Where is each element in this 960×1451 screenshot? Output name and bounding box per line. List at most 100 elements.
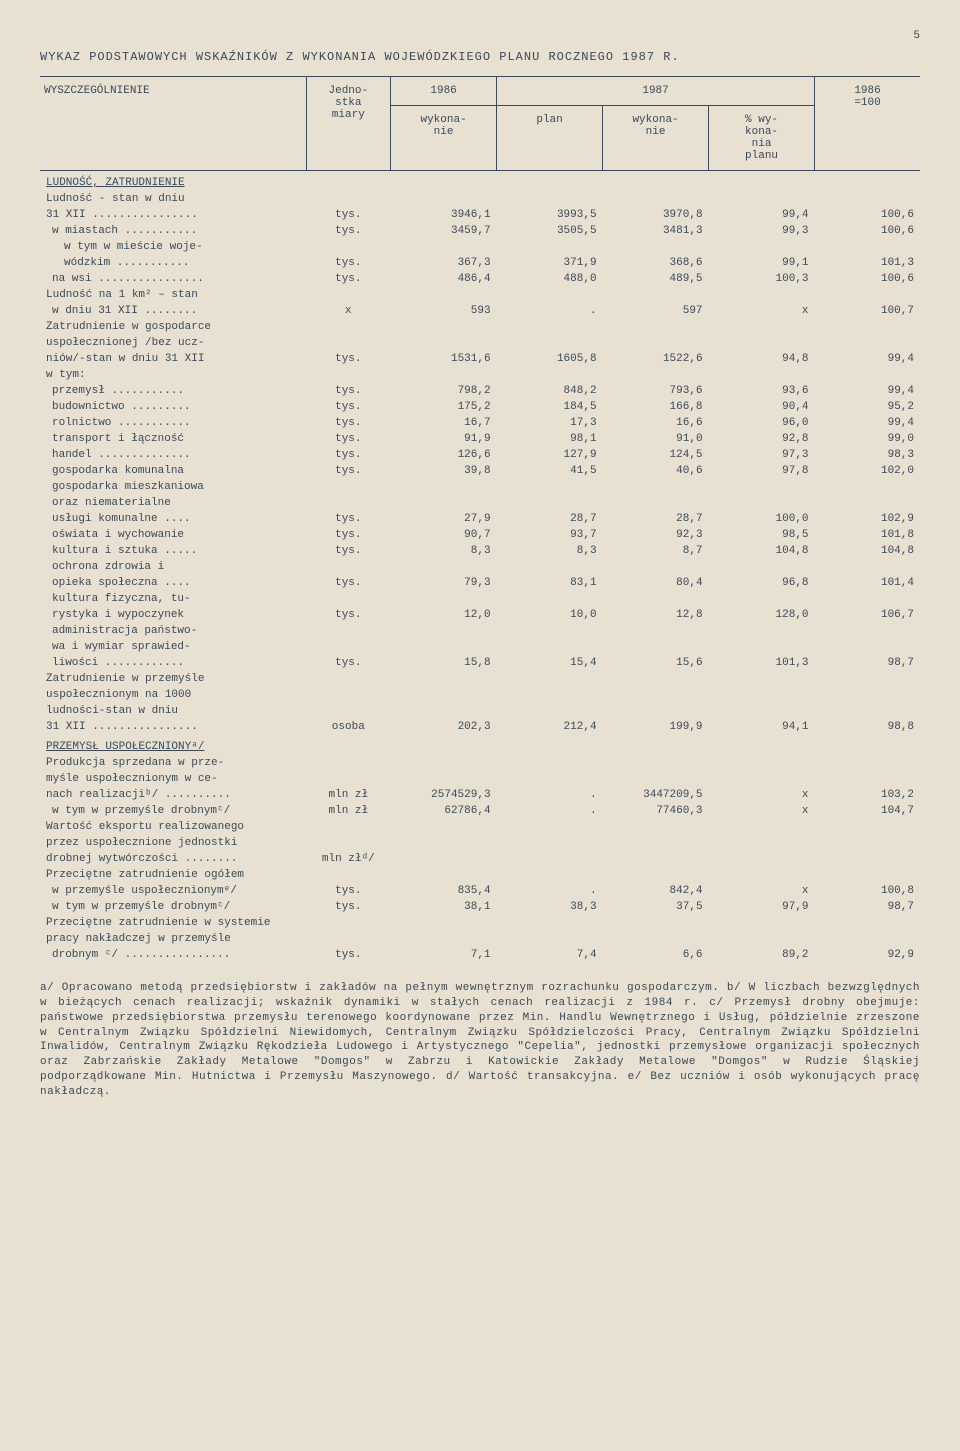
row-value: 175,2 [391, 399, 497, 415]
row-value [603, 559, 709, 575]
row-value [815, 623, 920, 639]
row-value [709, 755, 815, 771]
row-unit: tys. [306, 511, 391, 527]
col-wykonanie2: wykona- nie [603, 106, 709, 171]
row-unit: tys. [306, 543, 391, 559]
row-value: 91,0 [603, 431, 709, 447]
row-value: 593 [391, 303, 497, 319]
col-jednostka: Jedno- stka miary [306, 77, 391, 171]
row-value [815, 335, 920, 351]
row-value [603, 771, 709, 787]
row-value [497, 479, 603, 495]
row-value: 99,4 [815, 415, 920, 431]
row-unit [306, 915, 391, 931]
row-label: Przeciętne zatrudnienie ogółem [40, 867, 306, 883]
table-row: niów/-stan w dniu 31 XIItys.1531,61605,8… [40, 351, 920, 367]
row-value [815, 867, 920, 883]
row-value [391, 771, 497, 787]
row-value: 104,8 [709, 543, 815, 559]
table-row: drobnej wytwórczości ........mln złᵈ/ [40, 851, 920, 867]
row-value: 1522,6 [603, 351, 709, 367]
row-value: 16,6 [603, 415, 709, 431]
row-value [709, 367, 815, 383]
row-unit: tys. [306, 607, 391, 623]
row-value: 124,5 [603, 447, 709, 463]
row-label: w miastach ........... [40, 223, 306, 239]
row-label: ochrona zdrowia i [40, 559, 306, 575]
row-value [709, 687, 815, 703]
row-value [391, 867, 497, 883]
table-row: Ludność na 1 km² – stan [40, 287, 920, 303]
row-value [497, 287, 603, 303]
row-value: 93,7 [497, 527, 603, 543]
row-value: 128,0 [709, 607, 815, 623]
row-unit: tys. [306, 207, 391, 223]
row-label: liwości ............ [40, 655, 306, 671]
row-label: wa i wymiar sprawied- [40, 639, 306, 655]
row-value [391, 687, 497, 703]
table-row: liwości ............tys.15,815,415,6101,… [40, 655, 920, 671]
table-row: ochrona zdrowia i [40, 559, 920, 575]
table-row: Zatrudnienie w przemyśle [40, 671, 920, 687]
row-value: 98,1 [497, 431, 603, 447]
row-value [497, 591, 603, 607]
row-unit [306, 479, 391, 495]
row-label: uspołecznionym na 1000 [40, 687, 306, 703]
row-value: 94,1 [709, 719, 815, 735]
row-value: 202,3 [391, 719, 497, 735]
row-value: 15,4 [497, 655, 603, 671]
row-value [709, 819, 815, 835]
row-unit: tys. [306, 463, 391, 479]
row-value: 12,0 [391, 607, 497, 623]
row-unit [306, 771, 391, 787]
row-value: 83,1 [497, 575, 603, 591]
row-value [497, 367, 603, 383]
row-unit: tys. [306, 383, 391, 399]
row-value [391, 819, 497, 835]
table-row: ludności-stan w dniu [40, 703, 920, 719]
row-label: w tym w mieście woje- [40, 239, 306, 255]
row-value: 97,8 [709, 463, 815, 479]
row-unit: tys. [306, 431, 391, 447]
row-unit [306, 671, 391, 687]
row-value: 37,5 [603, 899, 709, 915]
row-unit: mln zł [306, 787, 391, 803]
row-value: 100,6 [815, 271, 920, 287]
row-label: drobnej wytwórczości ........ [40, 851, 306, 867]
row-value [603, 335, 709, 351]
row-value: 38,1 [391, 899, 497, 915]
table-row: opieka społeczna ....tys.79,383,180,496,… [40, 575, 920, 591]
row-value [391, 639, 497, 655]
table-row: uspołecznionym na 1000 [40, 687, 920, 703]
row-value [497, 319, 603, 335]
row-value: 41,5 [497, 463, 603, 479]
row-value [815, 495, 920, 511]
row-value: 835,4 [391, 883, 497, 899]
row-value [815, 703, 920, 719]
table-row: handel ..............tys.126,6127,9124,5… [40, 447, 920, 463]
row-value [709, 835, 815, 851]
row-value: . [497, 787, 603, 803]
row-value: 94,8 [709, 351, 815, 367]
row-value: 3505,5 [497, 223, 603, 239]
row-unit [306, 319, 391, 335]
row-label: 31 XII ................ [40, 207, 306, 223]
table-row: w miastach ...........tys.3459,73505,534… [40, 223, 920, 239]
row-label: usługi komunalne .... [40, 511, 306, 527]
row-label: budownictwo ......... [40, 399, 306, 415]
row-value: 793,6 [603, 383, 709, 399]
row-value [497, 755, 603, 771]
row-value: 3970,8 [603, 207, 709, 223]
row-unit [306, 835, 391, 851]
section-heading-cell: LUDNOŚĆ, ZATRUDNIENIE [40, 171, 920, 192]
row-value [497, 335, 603, 351]
row-label: Przeciętne zatrudnienie w systemie [40, 915, 306, 931]
row-value [709, 931, 815, 947]
row-value: 6,6 [603, 947, 709, 963]
row-value [497, 671, 603, 687]
row-value [709, 191, 815, 207]
row-unit [306, 639, 391, 655]
row-value [815, 931, 920, 947]
row-unit: tys. [306, 883, 391, 899]
row-value: 28,7 [603, 511, 709, 527]
